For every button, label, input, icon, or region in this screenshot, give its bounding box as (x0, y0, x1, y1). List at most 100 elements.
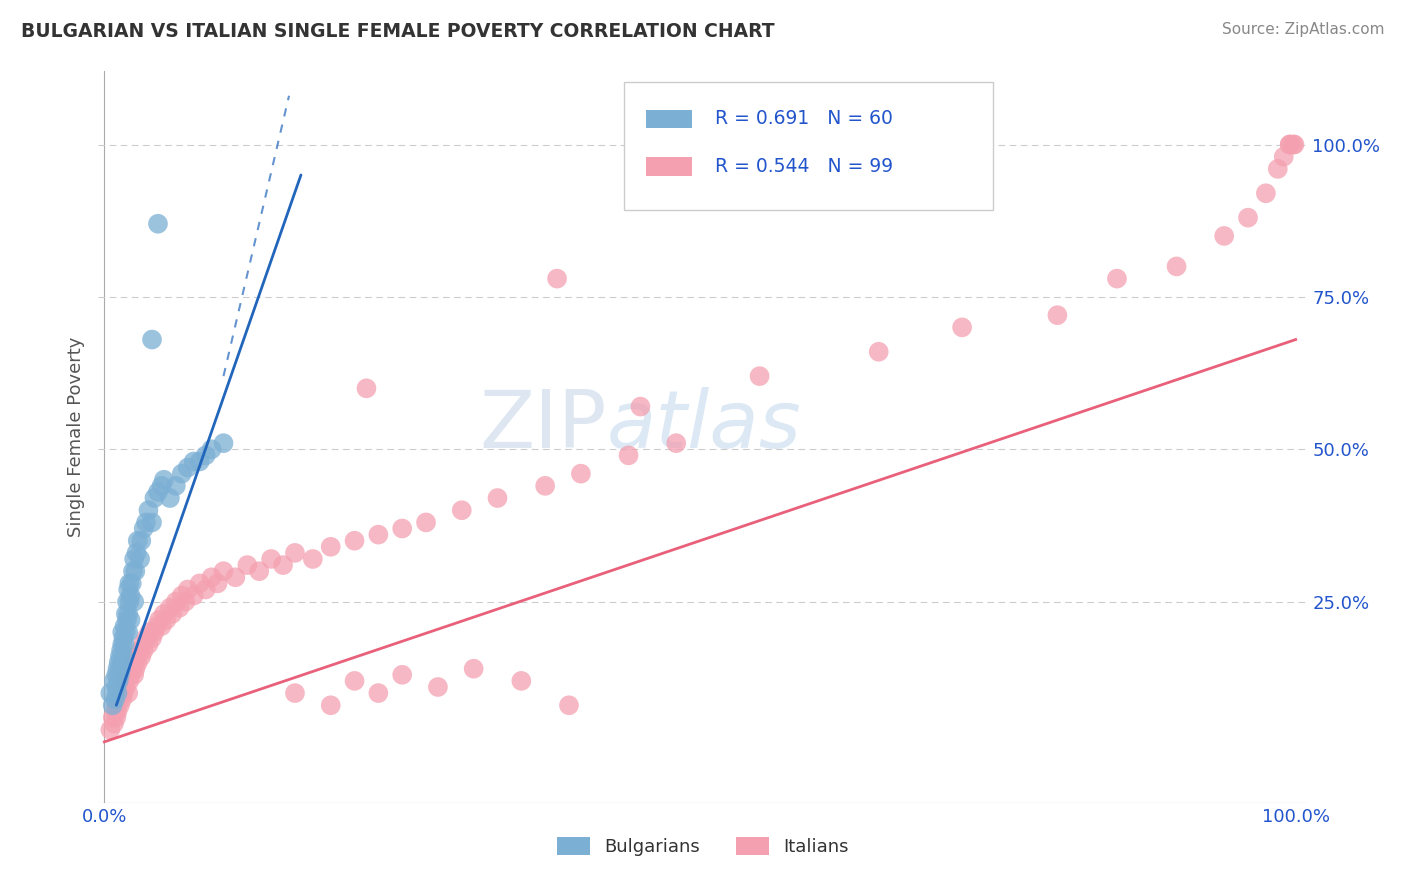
Point (183, 454, 205, 468)
Point (153, 607, 176, 621)
Point (129, 643, 152, 657)
Point (104, 692, 127, 706)
Point (138, 503, 160, 517)
Point (132, 521, 155, 535)
Point (107, 673, 129, 688)
Point (105, 680, 128, 694)
Point (170, 467, 193, 481)
Point (107, 656, 129, 670)
Point (103, 716, 125, 731)
Point (101, 710, 124, 724)
Point (122, 649, 145, 664)
Point (103, 673, 125, 688)
Point (169, 600, 191, 615)
Point (486, 491, 509, 505)
Point (121, 576, 143, 591)
Point (114, 673, 136, 688)
Point (108, 649, 131, 664)
Point (367, 686, 389, 700)
Point (212, 564, 235, 578)
Point (129, 552, 152, 566)
Point (569, 467, 592, 481)
Point (200, 442, 222, 457)
Point (114, 625, 136, 640)
Point (510, 673, 533, 688)
Point (665, 436, 688, 450)
Point (122, 564, 145, 578)
Point (177, 582, 200, 597)
Point (125, 649, 148, 664)
Point (319, 540, 342, 554)
Point (131, 637, 153, 651)
Point (125, 546, 148, 560)
Point (117, 686, 139, 700)
Point (118, 673, 141, 688)
Point (118, 594, 141, 608)
Text: ZIP: ZIP (479, 387, 606, 465)
Point (284, 546, 307, 560)
Point (111, 656, 134, 670)
Point (194, 448, 217, 462)
Point (356, 381, 378, 395)
Point (748, 369, 770, 384)
Point (391, 667, 413, 681)
Point (143, 491, 166, 505)
Point (107, 662, 129, 676)
Point (1237, 211, 1260, 225)
Point (617, 448, 640, 462)
Point (1284, 137, 1306, 152)
Point (114, 637, 136, 651)
Point (155, 613, 177, 627)
Point (117, 662, 139, 676)
Point (1267, 161, 1289, 176)
Point (150, 619, 173, 633)
Point (630, 400, 652, 414)
Point (121, 662, 143, 676)
Point (170, 589, 193, 603)
Point (143, 625, 166, 640)
Point (124, 662, 146, 676)
Point (117, 625, 139, 640)
Text: R = 0.544   N = 99: R = 0.544 N = 99 (716, 157, 893, 176)
Point (110, 643, 132, 657)
Point (450, 503, 472, 517)
Point (463, 662, 485, 676)
Text: atlas: atlas (606, 387, 801, 465)
Point (131, 649, 153, 664)
Point (111, 680, 134, 694)
Point (117, 582, 139, 597)
Point (141, 632, 163, 646)
Point (114, 619, 136, 633)
Point (122, 656, 145, 670)
Legend: Bulgarians, Italians: Bulgarians, Italians (550, 830, 856, 863)
Point (107, 705, 129, 719)
Point (120, 613, 142, 627)
Point (174, 594, 197, 608)
Point (127, 656, 149, 670)
Point (111, 625, 134, 640)
Point (150, 479, 173, 493)
Point (343, 533, 366, 548)
Point (111, 637, 134, 651)
Point (115, 594, 138, 608)
Point (162, 607, 184, 621)
Point (122, 594, 145, 608)
Point (159, 491, 181, 505)
Point (1213, 229, 1236, 244)
Y-axis label: Single Female Poverty: Single Female Poverty (66, 337, 84, 537)
Point (200, 570, 222, 584)
Point (153, 473, 176, 487)
Point (343, 673, 366, 688)
Point (302, 552, 325, 566)
Point (135, 632, 157, 646)
Text: Source: ZipAtlas.com: Source: ZipAtlas.com (1222, 22, 1385, 37)
Point (120, 667, 142, 681)
Point (1278, 137, 1301, 152)
Point (1105, 271, 1128, 285)
Point (1278, 137, 1301, 152)
Point (188, 576, 211, 591)
Point (112, 686, 135, 700)
Point (108, 698, 131, 713)
Point (115, 667, 138, 681)
Point (1046, 308, 1069, 322)
